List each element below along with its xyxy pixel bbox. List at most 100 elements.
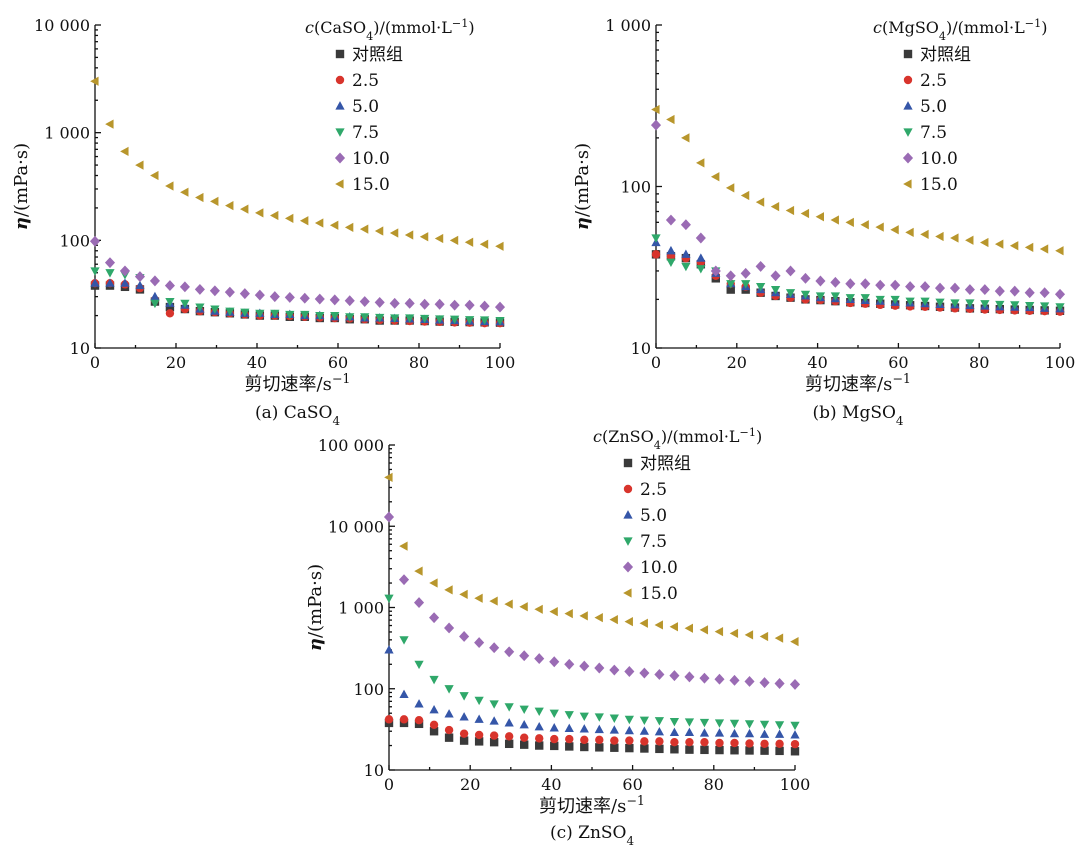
data-point [384,715,394,724]
data-point [420,314,430,324]
data-point [180,187,189,197]
data-point [770,286,781,295]
data-point [359,224,369,234]
series-5 [651,104,1064,256]
y-axis-label: η/(mPa·s) [572,143,593,230]
data-point [419,298,430,310]
data-point [670,737,679,747]
data-point [429,675,439,685]
data-point [414,699,424,708]
data-point [504,718,514,727]
data-point [429,727,439,736]
legend-label: 对照组 [640,454,691,474]
data-point [654,620,663,630]
data-point [534,604,543,614]
data-point [105,119,114,129]
data-point [949,282,960,294]
y-tick-label: 100 [59,231,90,250]
data-point [800,272,811,284]
data-point [639,667,650,679]
data-point [225,201,234,211]
data-point [875,279,886,291]
data-point [164,280,175,292]
data-point [474,696,484,706]
data-point [564,723,574,732]
data-point [383,511,395,523]
data-point [459,729,469,738]
data-point [760,746,769,755]
data-point [714,728,725,737]
data-point [681,133,690,143]
data-point [774,721,785,730]
series-4 [650,119,1066,300]
data-point [815,292,826,301]
data-point [845,294,855,303]
data-point [285,310,295,320]
data-point [444,585,453,595]
data-point [239,288,250,300]
data-point [815,275,826,287]
data-point [860,278,871,290]
data-point [774,729,785,738]
legend-marker [903,75,913,85]
legend-marker [622,561,634,573]
data-point [434,298,445,310]
data-point [890,225,899,235]
x-axis-label: 剪切速率/s−1 [539,793,645,818]
legend-marker [623,537,633,546]
data-point [224,286,235,298]
data-point [790,730,800,739]
series-0 [651,250,1065,315]
data-point [729,728,740,738]
data-point [565,734,574,744]
data-point [444,622,455,634]
data-point [759,720,770,730]
data-point [414,660,424,670]
series-1 [384,715,800,749]
data-point [729,674,740,686]
x-tick-label: 0 [90,353,100,372]
data-point [725,270,736,282]
data-point [815,212,824,222]
data-point [1040,302,1050,311]
data-point [995,300,1005,310]
data-point [785,289,796,298]
legend-label: 对照组 [352,45,403,65]
panel-caption: (a) CaSO4 [255,403,340,428]
data-point [465,316,475,325]
data-point [595,743,604,752]
data-point [745,746,754,755]
data-point [240,204,249,214]
data-point [180,299,190,309]
data-point [684,623,694,633]
data-point [299,216,309,226]
data-point [890,295,900,305]
data-point [1054,288,1066,300]
data-point [549,656,560,668]
data-point [920,229,929,240]
data-point [300,310,310,320]
data-point [666,245,676,255]
data-point [255,309,265,319]
data-point [845,217,854,227]
data-point [479,300,490,312]
data-point [519,719,529,729]
data-point [756,283,766,292]
legend-label: 10.0 [640,558,678,578]
data-point [89,235,101,247]
data-point [789,678,801,690]
data-point [474,593,483,603]
data-point [269,291,280,303]
legend-marker [903,179,912,189]
data-point [655,744,664,754]
data-point [699,718,710,728]
data-point [404,230,414,240]
data-point [504,599,513,609]
data-point [504,646,515,658]
data-point [625,736,634,745]
data-point [729,719,740,729]
data-point [519,740,529,749]
data-point [875,222,884,232]
data-point [696,158,705,168]
data-point [135,160,144,170]
